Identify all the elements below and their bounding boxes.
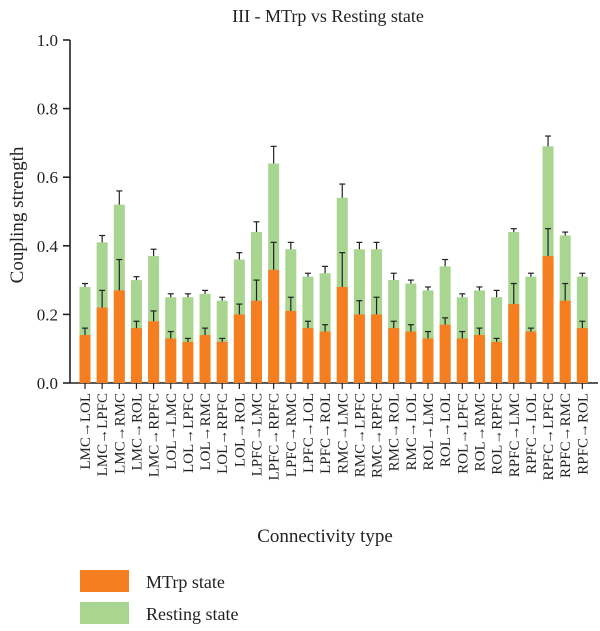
bar-mtrp-state [439, 324, 451, 383]
x-tick-label: RMC→RPFC [370, 393, 386, 478]
bar-mtrp-state [559, 300, 571, 383]
y-axis-label: Coupling strength [7, 146, 28, 283]
legend-label-mtrp: MTrp state [146, 572, 225, 592]
bar-mtrp-state [79, 334, 91, 383]
x-tick-label: ROL→RPFC [490, 393, 506, 475]
bar-mtrp-state [199, 334, 211, 383]
chart-title: III - MTrp vs Resting state [232, 6, 424, 26]
x-tick-label: LMC→LPFC [95, 393, 111, 476]
x-tick-label: LPFC→LOL [301, 393, 317, 473]
bar-mtrp-state [353, 314, 365, 383]
y-tick-label: 0.0 [37, 374, 58, 393]
x-tick-label: LOL→LPFC [181, 393, 197, 473]
x-tick-label: RPFC→LPFC [541, 393, 557, 481]
x-tick-label: LPFC→RMC [284, 393, 300, 477]
bar-mtrp-state [456, 338, 468, 383]
bar-mtrp-state [233, 314, 245, 383]
y-ticks: 0.0 0.2 0.4 0.6 0.8 1.0 [37, 31, 70, 393]
x-tick-labels: LMC→LOL LMC→LPFC LMC→RMC LMC→ROL LMC→RPFC LOL… [78, 383, 591, 481]
x-tick-label: RMC→ROL [387, 393, 403, 471]
legend-label-resting: Resting state [146, 604, 239, 624]
x-tick-label: RMC→LOL [404, 393, 420, 471]
bar-mtrp-state [388, 328, 400, 383]
bar-mtrp-state [405, 331, 417, 383]
bar-mtrp-state [371, 314, 383, 383]
bar-mtrp-state [542, 256, 554, 383]
x-tick-label: LMC→RPFC [147, 393, 163, 477]
bar-mtrp-state [525, 331, 537, 383]
x-tick-label: LMC→RMC [112, 393, 128, 474]
x-tick-label: RMC→LMC [335, 393, 351, 474]
x-tick-label: RPFC→ROL [575, 393, 591, 475]
x-tick-label: LPFC→ROL [318, 393, 334, 474]
y-tick-label: 0.2 [37, 305, 58, 324]
x-tick-label: LPFC→LMC [250, 393, 266, 476]
x-tick-label: RPFC→LOL [524, 393, 540, 474]
x-tick-label: ROL→LPFC [455, 393, 471, 474]
bar-mtrp-state [508, 304, 520, 383]
legend-swatch-mtrp [80, 570, 129, 592]
bar-mtrp-state [96, 307, 108, 383]
bar-mtrp-state [268, 269, 280, 383]
bar-mtrp-state [422, 338, 434, 383]
x-tick-label: ROL→RMC [472, 393, 488, 471]
y-tick-label: 1.0 [37, 31, 58, 50]
bar-mtrp-state [473, 334, 485, 383]
bar-mtrp-state [113, 290, 125, 383]
x-tick-label: LOL→RPFC [215, 393, 231, 474]
bar-mtrp-state [251, 300, 262, 383]
x-tick-label: LOL→LMC [164, 393, 180, 470]
bar-mtrp-state [319, 331, 331, 383]
bar-mtrp-state [165, 338, 177, 383]
legend: MTrp state Resting state [80, 570, 239, 624]
bar-mtrp-state [285, 310, 297, 383]
bar-mtrp-state [302, 328, 314, 383]
bar-mtrp-state [491, 341, 503, 383]
x-tick-label: RPFC→LMC [507, 393, 523, 477]
bar-mtrp-state [148, 321, 160, 383]
x-tick-label: RPFC→RMC [558, 393, 574, 478]
y-tick-label: 0.8 [37, 100, 58, 119]
bars [79, 135, 588, 383]
x-tick-label: ROL→LOL [438, 393, 454, 467]
bar-mtrp-state [182, 341, 194, 383]
x-axis-label: Connectivity type [257, 526, 393, 547]
bar-mtrp-state [336, 286, 348, 383]
x-tick-label: LPFC→RPFC [267, 393, 283, 481]
x-tick-label: LOL→ROL [232, 393, 248, 467]
x-tick-label: ROL→LMC [421, 393, 437, 471]
x-tick-label: LMC→ROL [129, 393, 145, 471]
legend-swatch-resting [80, 602, 129, 624]
x-tick-label: LOL→RMC [198, 393, 214, 471]
y-tick-label: 0.6 [37, 168, 58, 187]
bar-mtrp-state [130, 328, 142, 383]
bar-mtrp-state [216, 341, 228, 383]
bar-mtrp-state [576, 328, 588, 383]
x-tick-label: RMC→LPFC [352, 393, 368, 477]
y-tick-label: 0.4 [37, 237, 59, 256]
x-tick-label: LMC→LOL [78, 393, 94, 470]
